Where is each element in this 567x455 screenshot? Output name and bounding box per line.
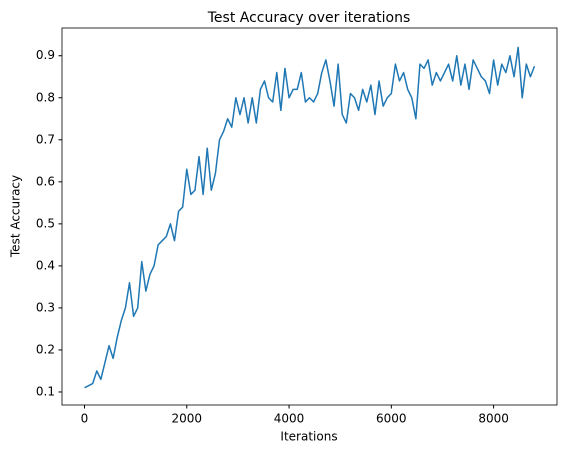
y-tick-label: 0.1 bbox=[36, 384, 55, 398]
y-tick-label: 0.5 bbox=[36, 216, 55, 230]
x-axis-label: Iterations bbox=[280, 430, 337, 444]
line bbox=[84, 46, 536, 389]
y-axis-label: Test Accuracy bbox=[9, 175, 23, 258]
x-tick-label: 0 bbox=[81, 412, 89, 426]
y-tick-label: 0.8 bbox=[36, 90, 55, 104]
y-tick-label: 0.6 bbox=[36, 174, 55, 188]
y-tick-label: 0.4 bbox=[36, 258, 55, 272]
x-tick-label: 2000 bbox=[171, 412, 202, 426]
y-tick-label: 0.7 bbox=[36, 132, 55, 146]
plot-frame bbox=[61, 27, 558, 406]
chart-title: Test Accuracy over iterations bbox=[207, 10, 411, 26]
y-tick-label: 0.2 bbox=[36, 342, 55, 356]
y-tick-label: 0.3 bbox=[36, 300, 55, 314]
y-tick-label: 0.9 bbox=[36, 48, 55, 62]
x-tick-label: 6000 bbox=[376, 412, 407, 426]
x-tick-label: 8000 bbox=[478, 412, 509, 426]
x-tick-label: 4000 bbox=[274, 412, 305, 426]
